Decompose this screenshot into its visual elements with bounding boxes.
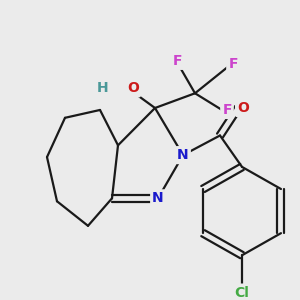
- Text: Cl: Cl: [235, 286, 249, 300]
- Text: N: N: [177, 148, 189, 162]
- Text: F: F: [228, 57, 238, 71]
- Text: H: H: [97, 81, 109, 95]
- Text: O: O: [127, 81, 139, 95]
- Text: N: N: [152, 191, 164, 205]
- Text: F: F: [222, 103, 232, 117]
- Text: F: F: [173, 54, 183, 68]
- Text: O: O: [237, 101, 249, 115]
